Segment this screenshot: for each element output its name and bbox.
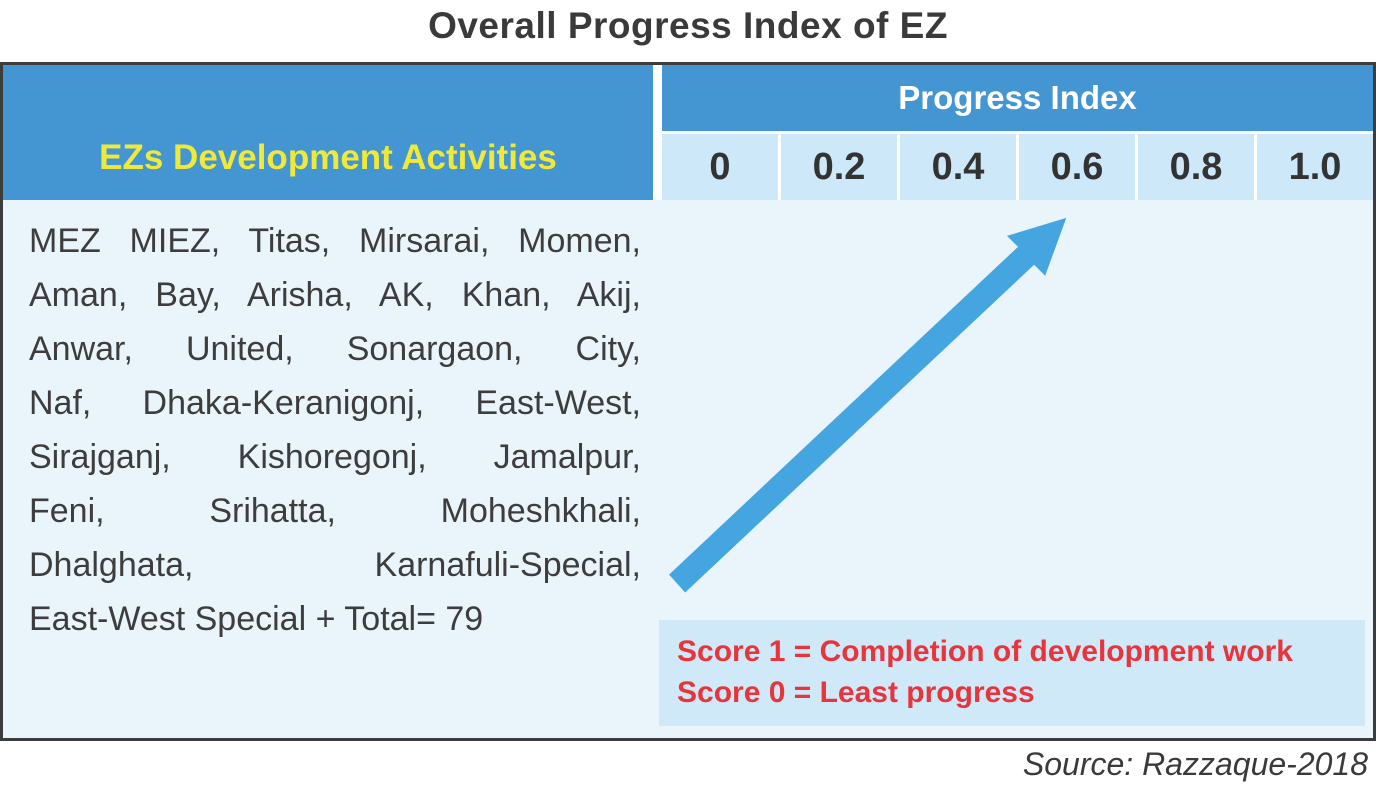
progress-index-title: Progress Index [662, 65, 1373, 131]
activities-line: MEZ MIEZ, Titas, Mirsarai, Momen, [29, 222, 641, 260]
scale-value: 0.8 [1138, 134, 1254, 200]
scale-value: 0.2 [781, 134, 897, 200]
progress-index-header-cell: Progress Index 0 0.2 0.4 0.6 0.8 1.0 [662, 65, 1373, 200]
activities-line: Anwar, United, Sonargaon, City, [29, 330, 641, 368]
activities-line: Feni, Srihatta, Moheshkhali, [29, 492, 641, 530]
table-body-row: MEZ MIEZ, Titas, Mirsarai, Momen, Aman, B… [3, 200, 1373, 738]
progress-index-table: EZs Development Activities Progress Inde… [0, 62, 1376, 741]
page-title: Overall Progress Index of EZ [428, 5, 948, 46]
score-legend: Score 1 = Completion of development work… [659, 620, 1365, 726]
progress-arrow-area: Score 1 = Completion of development work… [659, 200, 1373, 738]
scale-row: 0 0.2 0.4 0.6 0.8 1.0 [662, 134, 1373, 200]
scale-value: 0.4 [900, 134, 1016, 200]
progress-arrow-icon [669, 217, 1067, 593]
scale-value: 1.0 [1257, 134, 1373, 200]
activities-cell: MEZ MIEZ, Titas, Mirsarai, Momen, Aman, B… [3, 200, 659, 738]
score-legend-line: Score 0 = Least progress [677, 676, 1035, 709]
table-header-row: EZs Development Activities Progress Inde… [3, 65, 1373, 200]
activities-line: Dhalghata, Karnafuli-Special, [29, 546, 641, 584]
source-caption: Source: Razzaque-2018 [1022, 746, 1368, 782]
activities-header-cell: EZs Development Activities [3, 65, 653, 200]
activities-line: East-West Special + Total= 79 [29, 600, 484, 638]
activities-line: Sirajganj, Kishoregonj, Jamalpur, [29, 438, 641, 476]
activities-line: Aman, Bay, Arisha, AK, Khan, Akij, [29, 276, 641, 314]
score-legend-line: Score 1 = Completion of development work [677, 635, 1293, 668]
activities-header-label: EZs Development Activities [99, 138, 557, 177]
activities-line: Naf, Dhaka-Keranigonj, East-West, [29, 384, 641, 422]
column-divider [653, 65, 662, 200]
scale-value: 0 [662, 134, 778, 200]
scale-value: 0.6 [1019, 134, 1135, 200]
